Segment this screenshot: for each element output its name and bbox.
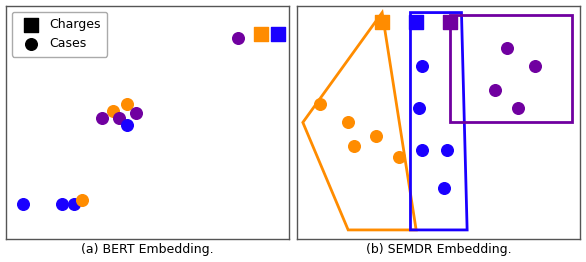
- Point: [442, 148, 452, 152]
- Point: [69, 202, 78, 206]
- Point: [445, 20, 455, 24]
- Legend: Charges, Cases: Charges, Cases: [12, 12, 107, 57]
- Point: [233, 36, 243, 40]
- Point: [417, 148, 427, 152]
- Point: [377, 20, 387, 24]
- X-axis label: (a) BERT Embedding.: (a) BERT Embedding.: [81, 243, 213, 256]
- Point: [343, 120, 353, 124]
- Point: [490, 88, 500, 92]
- X-axis label: (b) SEMDR Embedding.: (b) SEMDR Embedding.: [366, 243, 512, 256]
- Point: [394, 155, 404, 160]
- Point: [122, 102, 132, 106]
- Bar: [450, 15, 572, 122]
- Point: [122, 123, 132, 127]
- Point: [440, 186, 449, 190]
- Point: [77, 198, 87, 202]
- Point: [273, 31, 282, 36]
- Point: [530, 64, 540, 68]
- Point: [315, 102, 325, 106]
- Point: [57, 202, 67, 206]
- Point: [414, 106, 424, 111]
- Point: [372, 134, 381, 139]
- Point: [108, 109, 118, 113]
- Point: [411, 20, 421, 24]
- Point: [256, 31, 265, 36]
- Point: [114, 116, 124, 120]
- Point: [97, 116, 107, 120]
- Point: [502, 46, 512, 50]
- Point: [131, 111, 141, 115]
- Point: [417, 64, 427, 68]
- Point: [513, 106, 523, 111]
- Point: [349, 144, 359, 148]
- Point: [18, 202, 27, 206]
